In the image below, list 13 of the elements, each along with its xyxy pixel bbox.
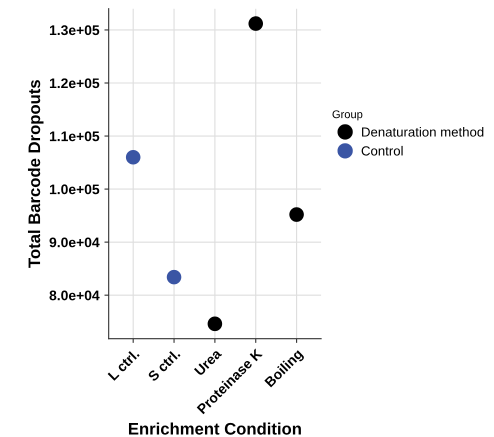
x-tick-label: S ctrl. (147, 348, 181, 382)
y-tick-label: 1.3e+05 (50, 25, 100, 36)
y-tick-label: 9.0e+04 (50, 237, 100, 248)
x-axis-title: Enrichment Condition (128, 422, 301, 435)
y-tick-label: 1.2e+05 (50, 78, 100, 88)
legend-title: Group (332, 110, 362, 120)
y-axis-title: Total Barcode Dropouts (28, 80, 44, 268)
y-tick-label: 1.0e+05 (50, 184, 100, 194)
x-tick-label: L ctrl. (107, 348, 140, 381)
legend-label: Denaturation method (362, 126, 484, 137)
y-tick-label: 8.0e+04 (50, 290, 100, 300)
legend-label: Control (362, 146, 403, 156)
y-tick-label: 1.1e+05 (50, 131, 100, 142)
